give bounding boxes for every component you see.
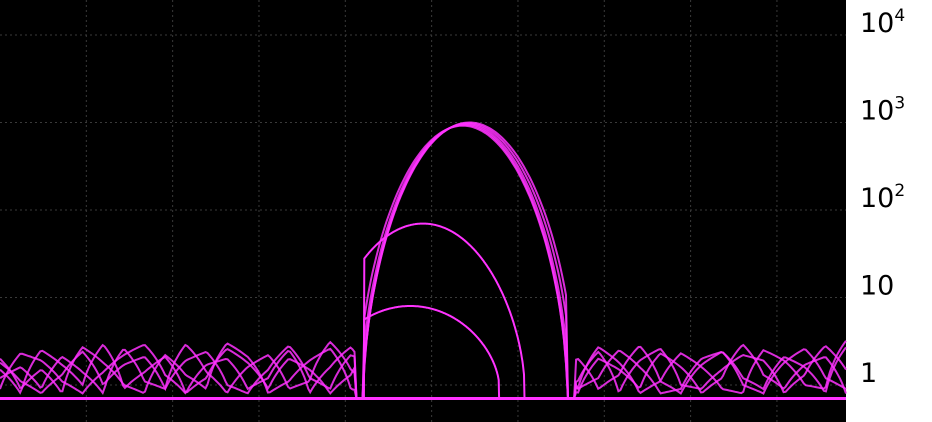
y-tick-exponent: 2 bbox=[894, 181, 905, 201]
y-tick-base: 10 bbox=[860, 8, 894, 39]
y-tick-label: 1 bbox=[860, 358, 877, 389]
weak-peak-trace bbox=[362, 222, 526, 399]
y-tick-label: 10 bbox=[860, 271, 894, 302]
y-tick-exponent: 3 bbox=[894, 94, 905, 114]
y-tick-exponent: 4 bbox=[894, 6, 905, 26]
grid-lines bbox=[0, 0, 846, 422]
y-tick-base: 10 bbox=[860, 96, 894, 127]
y-tick-label: 103 bbox=[860, 94, 905, 127]
y-tick-base: 10 bbox=[860, 271, 894, 302]
weak-peak-trace bbox=[362, 305, 501, 399]
y-tick-base: 1 bbox=[860, 358, 877, 389]
spectrum-trace bbox=[0, 121, 847, 400]
trace-layer bbox=[0, 121, 847, 401]
y-tick-label: 104 bbox=[860, 6, 905, 39]
plot-background bbox=[0, 0, 846, 422]
y-tick-label: 102 bbox=[860, 181, 905, 214]
y-tick-base: 10 bbox=[860, 183, 894, 214]
